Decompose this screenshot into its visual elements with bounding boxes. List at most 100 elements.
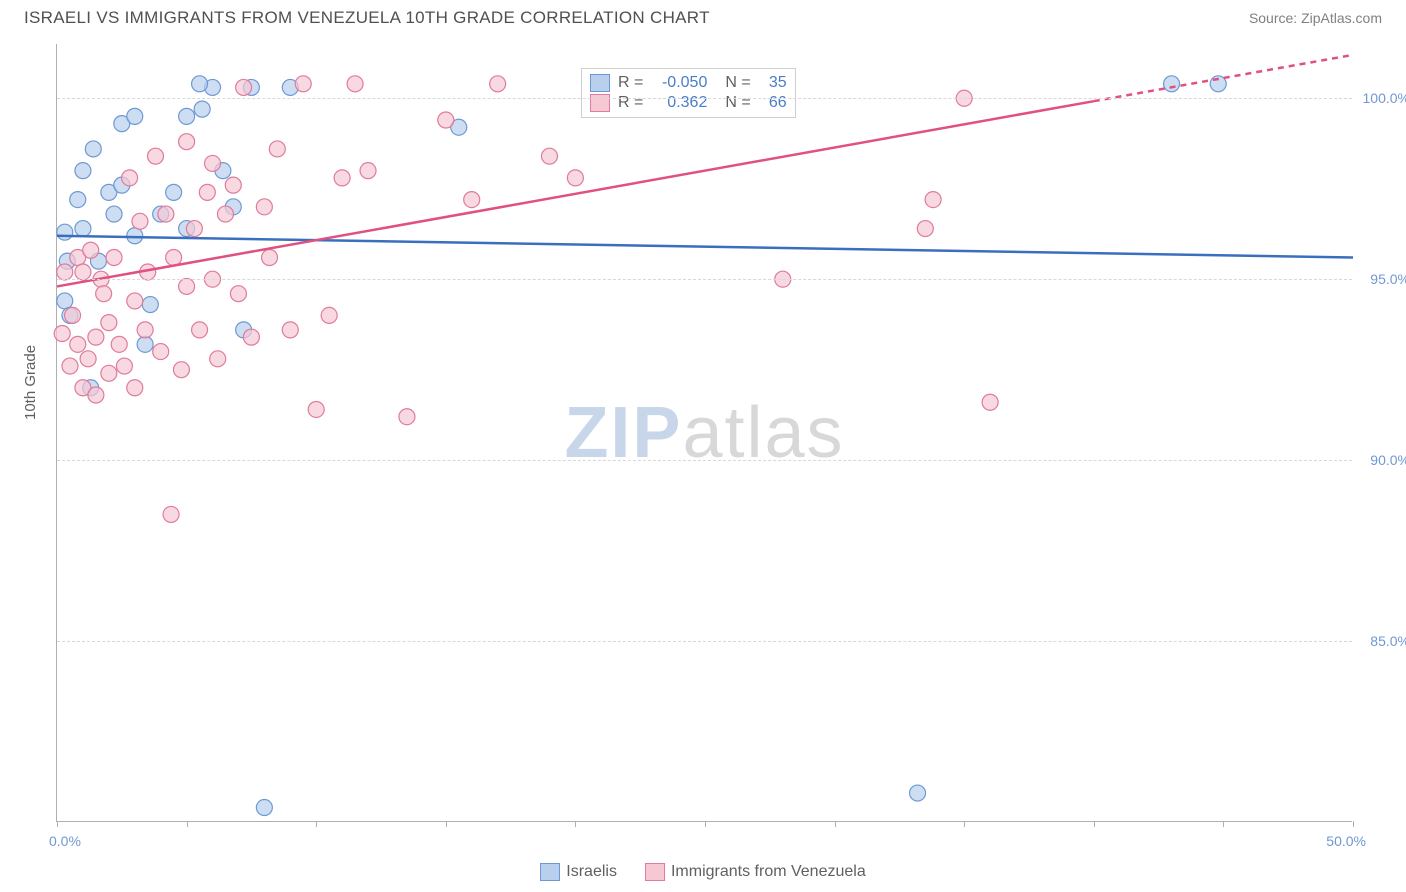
scatter-point [262,249,278,265]
scatter-point [269,141,285,157]
scatter-point [111,336,127,352]
scatter-point [70,336,86,352]
scatter-point [127,108,143,124]
scatter-point [347,76,363,92]
scatter-point [75,163,91,179]
scatter-point [186,221,202,237]
scatter-point [334,170,350,186]
scatter-point [88,329,104,345]
grid-line [57,98,1352,99]
stat-r-value: 0.362 [651,94,707,112]
x-tick [835,821,836,827]
scatter-point [62,358,78,374]
scatter-point [57,293,73,309]
scatter-point [225,177,241,193]
chart-svg [57,44,1352,821]
y-axis-title: 10th Grade [22,345,39,420]
regression-line-dashed [1094,55,1353,101]
scatter-point [917,221,933,237]
scatter-point [217,206,233,222]
scatter-point [85,141,101,157]
x-axis-max-label: 50.0% [1326,833,1366,849]
scatter-point [173,362,189,378]
legend-swatch [590,94,610,112]
scatter-point [179,108,195,124]
scatter-point [65,307,81,323]
stat-row: R =0.362N =66 [590,93,787,113]
scatter-point [166,184,182,200]
stat-n-label: N = [725,74,750,92]
scatter-point [153,344,169,360]
scatter-point [321,307,337,323]
stat-n-label: N = [725,94,750,112]
stat-r-label: R = [618,74,643,92]
scatter-point [101,315,117,331]
scatter-point [541,148,557,164]
x-tick [1223,821,1224,827]
stat-r-label: R = [618,94,643,112]
x-tick [1353,821,1354,827]
x-tick [705,821,706,827]
scatter-point [399,409,415,425]
scatter-point [236,79,252,95]
scatter-point [194,101,210,117]
scatter-point [982,394,998,410]
scatter-point [70,192,86,208]
x-tick [1094,821,1095,827]
scatter-point [910,785,926,801]
stat-row: R =-0.050N =35 [590,73,787,93]
x-tick [316,821,317,827]
scatter-point [122,170,138,186]
regression-line [57,236,1353,258]
scatter-point [127,293,143,309]
scatter-point [106,206,122,222]
y-tick-label: 90.0% [1370,452,1406,468]
scatter-point [360,163,376,179]
scatter-point [137,336,153,352]
scatter-point [282,322,298,338]
scatter-point [83,242,99,258]
x-tick [964,821,965,827]
scatter-point [57,224,73,240]
scatter-point [256,199,272,215]
legend-swatch [645,863,665,881]
scatter-point [308,401,324,417]
scatter-point [88,387,104,403]
scatter-point [116,358,132,374]
scatter-point [243,329,259,345]
scatter-point [230,286,246,302]
legend-label: Immigrants from Venezuela [671,863,866,881]
scatter-point [96,286,112,302]
scatter-point [567,170,583,186]
source-label: Source: ZipAtlas.com [1249,10,1382,26]
x-tick [57,821,58,827]
scatter-point [127,380,143,396]
scatter-point [179,134,195,150]
scatter-point [75,221,91,237]
chart-title: ISRAELI VS IMMIGRANTS FROM VENEZUELA 10T… [24,8,710,28]
y-tick-label: 85.0% [1370,633,1406,649]
scatter-point [57,264,73,280]
scatter-point [438,112,454,128]
scatter-point [925,192,941,208]
legend-swatch [590,74,610,92]
legend-item: Israelis [540,863,617,881]
y-tick-label: 95.0% [1370,271,1406,287]
scatter-point [464,192,480,208]
scatter-point [1164,76,1180,92]
scatter-point [132,213,148,229]
scatter-point [256,800,272,816]
x-tick [187,821,188,827]
scatter-point [80,351,96,367]
x-axis-min-label: 0.0% [49,833,81,849]
scatter-point [179,278,195,294]
scatter-point [166,249,182,265]
grid-line [57,641,1352,642]
scatter-point [75,264,91,280]
scatter-point [163,506,179,522]
legend-item: Immigrants from Venezuela [645,863,866,881]
chart-plot-area: ZIPatlas R =-0.050N =35R =0.362N =66 0.0… [56,44,1352,822]
footer-legend: Israelis Immigrants from Venezuela [0,863,1406,886]
x-tick [446,821,447,827]
scatter-point [142,297,158,313]
